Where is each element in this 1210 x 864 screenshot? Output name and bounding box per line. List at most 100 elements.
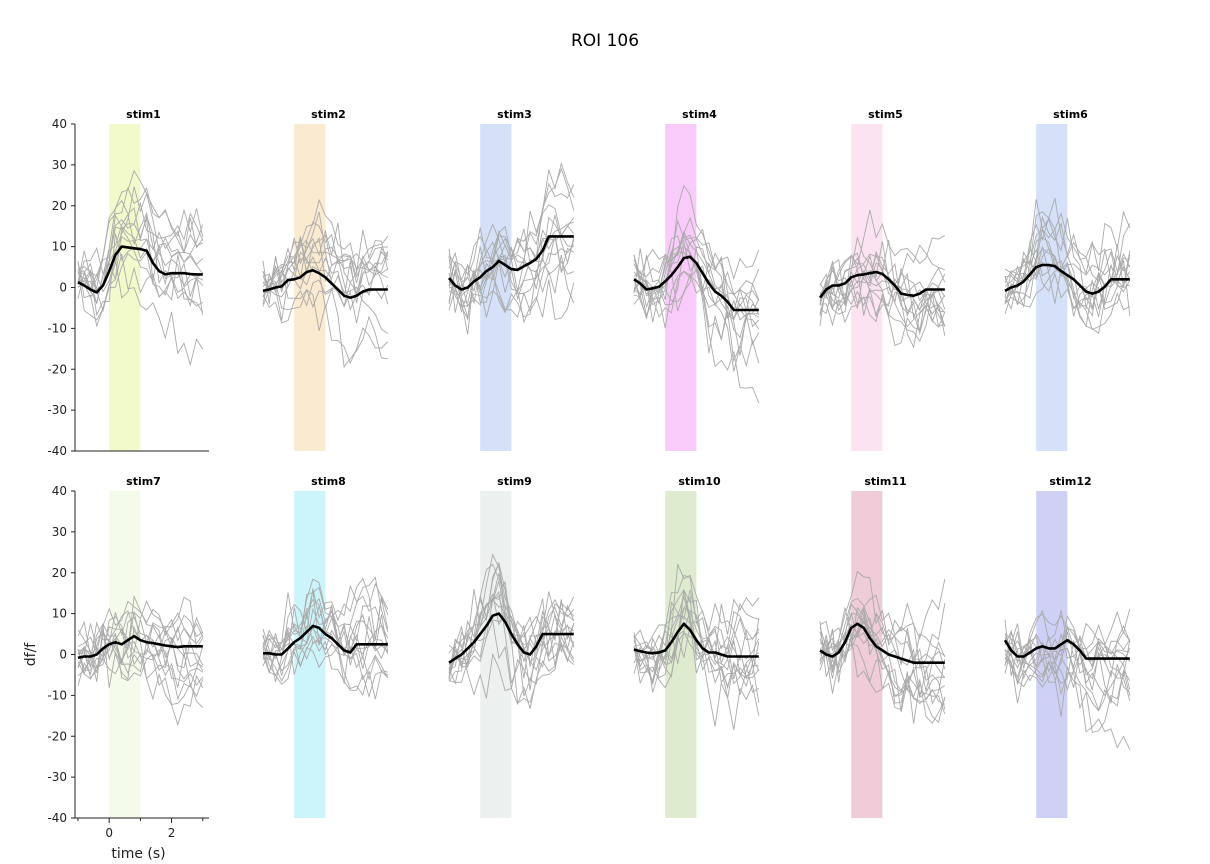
panel-title: stim4 xyxy=(682,108,717,121)
panel-title: stim9 xyxy=(497,475,532,488)
trial-trace xyxy=(1004,260,1130,331)
y-tick-label: 20 xyxy=(52,199,67,213)
trial-trace xyxy=(633,184,760,316)
trial-trace xyxy=(819,570,946,670)
trial-trace xyxy=(633,235,760,318)
trial-trace xyxy=(819,258,946,307)
trial-trace xyxy=(633,589,760,685)
trial-trace xyxy=(262,641,388,700)
trial-trace xyxy=(819,280,946,349)
trial-trace xyxy=(1004,640,1131,707)
trial-trace xyxy=(262,278,389,365)
mean-trace xyxy=(1003,638,1130,660)
panel-stim5: stim5 xyxy=(818,108,946,451)
trial-trace xyxy=(633,564,759,654)
trial-trace xyxy=(262,613,389,681)
panel-title: stim7 xyxy=(126,475,161,488)
panel-title: stim6 xyxy=(1053,108,1088,121)
y-tick-label: 0 xyxy=(59,281,67,295)
panel-title: stim12 xyxy=(1049,475,1091,488)
trial-trace xyxy=(448,244,575,335)
panel-title: stim2 xyxy=(311,108,346,121)
y-tick-label: 30 xyxy=(52,525,67,539)
mean-trace xyxy=(633,255,759,312)
trial-trace xyxy=(262,576,389,661)
y-tick-label: -10 xyxy=(47,321,67,335)
trial-trace xyxy=(77,227,203,313)
x-axis-label: time (s) xyxy=(111,846,165,862)
trial-trace xyxy=(77,616,204,669)
y-axis-label: df/f xyxy=(23,642,39,667)
trial-trace xyxy=(819,619,946,705)
panel-title: stim1 xyxy=(126,108,161,121)
y-tick-label: 40 xyxy=(52,117,67,131)
trial-trace xyxy=(262,624,389,670)
trial-trace xyxy=(1004,649,1131,712)
panel-title: stim8 xyxy=(311,475,346,488)
trial-trace xyxy=(262,625,389,685)
trial-trace xyxy=(262,250,389,307)
stim-window xyxy=(294,124,326,451)
trial-trace xyxy=(448,614,575,689)
panel-title: stim10 xyxy=(678,475,721,488)
mean-trace xyxy=(448,612,574,664)
y-tick-label: -30 xyxy=(47,770,67,784)
trial-trace xyxy=(633,240,760,328)
trial-trace xyxy=(633,251,760,320)
y-tick-label: -10 xyxy=(47,688,67,702)
trial-trace xyxy=(262,238,389,305)
trial-trace xyxy=(819,236,946,332)
trial-trace xyxy=(77,253,204,367)
trial-trace xyxy=(633,590,760,685)
mean-trace xyxy=(1004,263,1130,295)
trial-trace xyxy=(633,574,760,674)
stim-window xyxy=(665,491,697,818)
trial-trace xyxy=(77,186,204,285)
trial-trace xyxy=(262,265,389,324)
trial-trace xyxy=(1004,197,1131,305)
trial-trace xyxy=(448,268,575,324)
trial-trace xyxy=(1004,630,1131,690)
trial-trace xyxy=(262,256,388,369)
trial-trace xyxy=(77,214,204,328)
trial-trace xyxy=(77,258,204,313)
mean-trace xyxy=(263,624,388,656)
x-tick-label: 0 xyxy=(105,826,113,840)
y-tick-label: 10 xyxy=(52,607,67,621)
trial-trace xyxy=(1004,248,1131,335)
mean-trace xyxy=(77,245,203,294)
panel-stim2: stim2 xyxy=(262,108,389,451)
panel-stim11: stim11 xyxy=(819,475,946,818)
trial-trace xyxy=(633,589,760,673)
trial-trace xyxy=(448,553,575,669)
trial-trace xyxy=(448,591,575,691)
panel-stim6: stim6 xyxy=(1004,108,1131,451)
trial-trace xyxy=(633,270,760,404)
y-tick-label: 20 xyxy=(52,566,67,580)
panel-stim12: stim12 xyxy=(1003,475,1131,818)
trial-trace xyxy=(1004,631,1131,712)
trial-trace xyxy=(819,282,946,327)
y-tick-label: -40 xyxy=(47,811,67,825)
trial-trace xyxy=(633,268,760,354)
trial-trace xyxy=(77,625,204,708)
y-tick-label: 10 xyxy=(52,240,67,254)
trial-trace xyxy=(448,234,575,294)
mean-trace xyxy=(819,622,945,665)
trial-trace xyxy=(819,240,946,320)
figure-title: ROI 106 xyxy=(570,31,640,51)
mean-trace xyxy=(818,270,945,299)
trial-trace xyxy=(77,214,204,307)
trial-trace xyxy=(1004,247,1131,328)
trial-trace xyxy=(448,254,575,318)
trial-trace xyxy=(819,611,946,715)
mean-trace xyxy=(633,622,759,658)
panel-title: stim3 xyxy=(497,108,532,121)
trial-trace xyxy=(633,246,760,312)
trial-trace xyxy=(262,274,389,334)
trial-trace xyxy=(1004,609,1131,669)
trial-trace xyxy=(1004,649,1130,717)
trial-trace xyxy=(633,630,760,693)
